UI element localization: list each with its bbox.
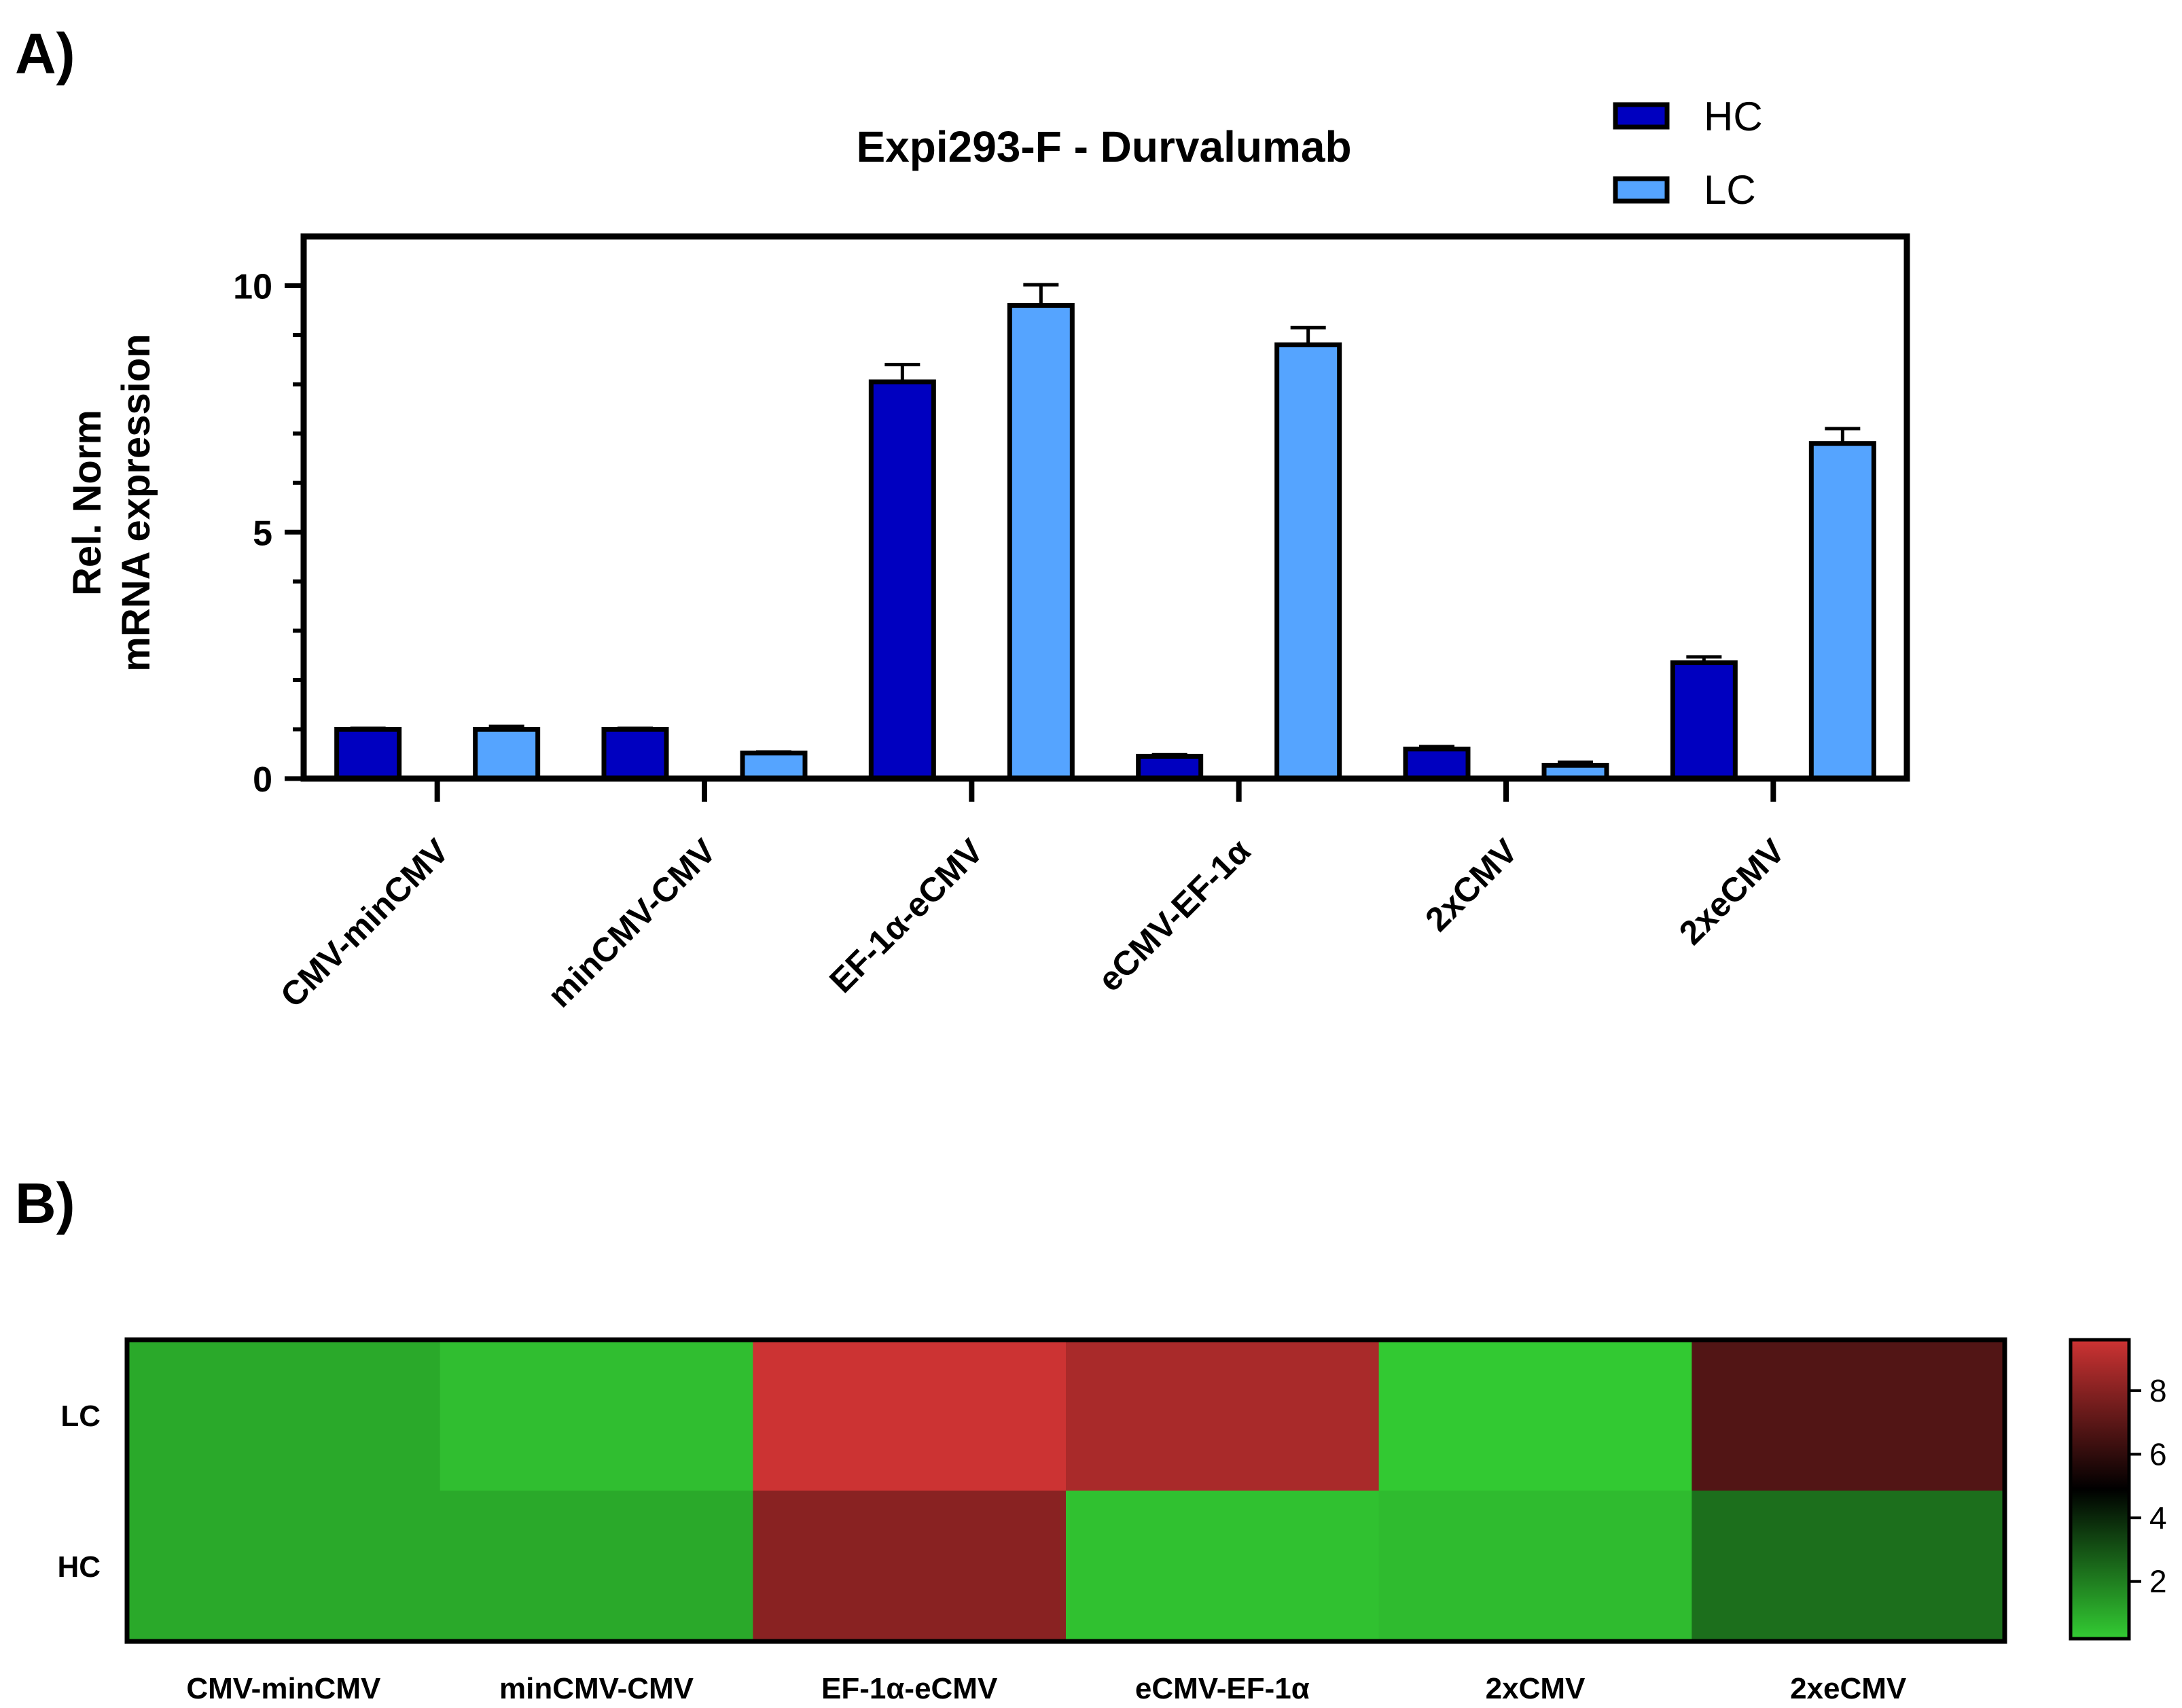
heatmap-column-label: 2xeCMV: [1790, 1672, 1907, 1705]
legend: HC LC: [1613, 94, 1763, 213]
y-axis-label-line1: Rel. Norm: [65, 410, 109, 596]
y-tick-label: 0: [253, 760, 272, 800]
bar-hc-2: [868, 379, 936, 781]
heatmap-row-label: HC: [57, 1550, 101, 1584]
x-category-label: eCMV-EF-1α: [1090, 832, 1257, 999]
x-category-label: CMV-minCMV: [273, 832, 457, 1015]
legend-swatch-hc: [1613, 102, 1670, 130]
legend-label-hc: HC: [1704, 94, 1763, 139]
heatmap-cell: [127, 1340, 441, 1491]
heatmap-cell: [1378, 1340, 1692, 1491]
heatmap-column-labels: CMV-minCMV minCMV-CMV EF-1α-eCMV eCMV-EF-1α…: [186, 1672, 1907, 1705]
bars: [334, 303, 1876, 781]
x-axis-category-labels: CMV-minCMV minCMV-CMV EF-1α-eCMV eCMV-EF-1α…: [273, 779, 1793, 1015]
heatmap-frame: [124, 1337, 2007, 1644]
bar-hc-1: [601, 726, 669, 781]
heatmap-cell: [440, 1491, 753, 1642]
bar-lc-2: [1007, 303, 1075, 781]
heatmap-cell: [1066, 1340, 1380, 1491]
bar-lc-5: [1808, 441, 1876, 781]
colorbar-tick-label: 6: [2149, 1437, 2167, 1472]
x-category-label: 2xeCMV: [1672, 832, 1793, 953]
plot-frame: [300, 233, 1910, 782]
bar-hc-4: [1403, 746, 1471, 781]
y-axis-label-line2: mRNA expression: [114, 334, 158, 671]
heatmap-column-label: minCMV-CMV: [499, 1672, 694, 1705]
legend-swatch-lc: [1613, 176, 1670, 204]
heatmap: [127, 1340, 2005, 1642]
panel-b-label: B): [15, 1171, 75, 1235]
heatmap-cell: [753, 1491, 1067, 1642]
colorbar: [2069, 1338, 2131, 1641]
y-tick-label: 5: [253, 514, 272, 553]
colorbar-tick-label: 2: [2149, 1564, 2167, 1599]
y-axis-ticks: 0 5 10: [233, 268, 304, 800]
heatmap-column-label: EF-1α-eCMV: [821, 1672, 998, 1705]
bar-lc-1: [740, 750, 808, 781]
bar-hc-5: [1670, 660, 1738, 781]
error-bars: [350, 283, 1861, 766]
heatmap-cell: [440, 1340, 753, 1491]
x-category-label: minCMV-CMV: [540, 832, 723, 1015]
chart-title: Expi293-F - Durvalumab: [856, 122, 1351, 171]
heatmap-column-label: eCMV-EF-1α: [1135, 1672, 1310, 1705]
heatmap-cell: [1692, 1491, 2005, 1642]
heatmap-cell: [1692, 1340, 2005, 1491]
heatmap-cell: [1066, 1491, 1380, 1642]
legend-label-lc: LC: [1704, 167, 1756, 213]
heatmap-column-label: 2xCMV: [1486, 1672, 1586, 1705]
heatmap-row-labels: LC HC: [57, 1400, 101, 1584]
x-category-label: 2xCMV: [1418, 832, 1525, 939]
heatmap-cell: [127, 1491, 441, 1642]
bar-hc-3: [1136, 753, 1204, 781]
colorbar-tick-label: 4: [2149, 1500, 2167, 1535]
y-tick-label: 10: [233, 268, 272, 307]
bar-hc-0: [334, 726, 402, 781]
colorbar-tick-label: 8: [2149, 1373, 2167, 1408]
heatmap-column-label: CMV-minCMV: [186, 1672, 381, 1705]
heatmap-row-label: LC: [60, 1400, 101, 1433]
bar-lc-0: [473, 726, 541, 781]
bar-lc-3: [1274, 342, 1342, 781]
colorbar-ticks: 2 4 6 8: [2129, 1373, 2167, 1599]
panel-a-label: A): [15, 22, 75, 86]
heatmap-cell: [1378, 1491, 1692, 1642]
x-category-label: EF-1α-eCMV: [822, 832, 990, 1000]
heatmap-cell: [753, 1340, 1067, 1491]
